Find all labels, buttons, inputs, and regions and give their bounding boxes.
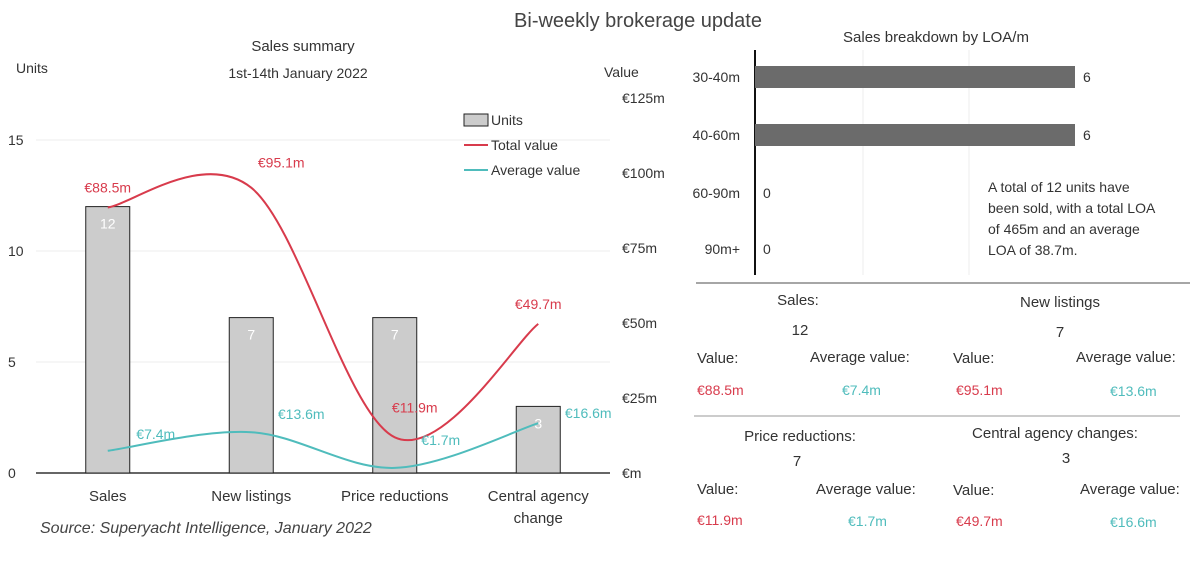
panel-count: 7 — [792, 453, 802, 470]
total-value: €95.1m — [956, 382, 1003, 398]
total-value: €49.7m — [956, 513, 1003, 529]
loa-chart-title: Sales breakdown by LOA/m — [843, 29, 1029, 46]
average-value-line-label: €16.6m — [565, 405, 612, 421]
x-tick-label: change — [514, 510, 563, 527]
legend-label: Total value — [491, 137, 558, 153]
average-value-label: Average value: — [810, 349, 910, 366]
x-tick-label: Central agency — [488, 488, 589, 505]
y-tick-label: 10 — [8, 243, 24, 259]
total-value-line-label: €88.5m — [84, 180, 131, 196]
panel-title: New listings — [1019, 294, 1101, 311]
loa-category-label: 90m+ — [705, 241, 740, 257]
loa-bar-label: 6 — [1083, 127, 1091, 143]
units-bar-label: 7 — [247, 327, 255, 343]
units-bar — [515, 405, 561, 474]
y2-tick-label: €25m — [622, 390, 657, 406]
units-bar-label: 12 — [100, 216, 116, 232]
average-value-line-label: €13.6m — [278, 406, 325, 422]
average-value: €13.6m — [1110, 383, 1157, 399]
loa-bar-label: 0 — [763, 185, 771, 201]
total-value-line-label: €95.1m — [258, 155, 305, 171]
loa-breakdown-chart: Sales breakdown by LOA/m 30-40m 6 40-60m 6 6… — [693, 29, 1091, 275]
panel-count: 3 — [1061, 450, 1071, 467]
total-value: €88.5m — [697, 382, 744, 398]
loa-bar — [755, 124, 1075, 146]
value-label: Value: — [953, 350, 995, 367]
loa-bar-label: 6 — [1083, 69, 1091, 85]
units-bar-label: 7 — [391, 327, 399, 343]
value-label: Value: — [697, 350, 739, 367]
average-value: €16.6m — [1110, 514, 1157, 530]
average-value-label: Average value: — [1076, 349, 1176, 366]
y-tick-label: 0 — [8, 465, 16, 481]
y2-tick-label: €125m — [622, 90, 665, 106]
total-value-line — [107, 173, 539, 442]
legend-swatch-units — [463, 113, 489, 127]
y-axis-label: Units — [16, 60, 48, 76]
y-tick-label: 5 — [8, 354, 16, 370]
value-label: Value: — [697, 481, 739, 498]
loa-bar-label: 0 — [763, 241, 771, 257]
x-tick-label: Price reductions — [341, 488, 449, 505]
average-value-label: Average value: — [1080, 481, 1180, 498]
panel-count: 7 — [1055, 324, 1065, 341]
average-value-line-label: €1.7m — [421, 432, 460, 448]
y2-tick-label: €75m — [622, 240, 657, 256]
legend-label: Units — [491, 112, 523, 128]
legend-label: Average value — [491, 162, 580, 178]
sales-summary-chart: Sales summary 1st-14th January 2022 Unit… — [8, 38, 665, 527]
loa-bar — [755, 66, 1075, 88]
x-tick-label: New listings — [211, 488, 291, 505]
y2-tick-label: €50m — [622, 315, 657, 331]
average-value: €1.7m — [848, 513, 887, 529]
total-value-line-label: €11.9m — [392, 399, 438, 415]
y2-tick-label: €100m — [622, 165, 665, 181]
units-bar-label: 3 — [534, 415, 542, 431]
average-value: €7.4m — [842, 382, 881, 398]
y2-tick-label: €m — [622, 465, 641, 481]
chart-subtitle: 1st-14th January 2022 — [228, 65, 368, 81]
panel-count: 12 — [791, 322, 809, 339]
loa-annotation: A total of 12 units have been sold, with… — [988, 179, 1155, 258]
average-value-line — [107, 422, 539, 469]
y2-axis-label: Value — [604, 64, 639, 80]
value-label: Value: — [953, 482, 995, 499]
panel-title: Central agency changes: — [972, 425, 1138, 442]
loa-category-label: 30-40m — [693, 69, 740, 85]
units-bar — [372, 317, 418, 474]
units-bar — [228, 317, 274, 474]
panel-title: Sales: — [777, 292, 819, 309]
panel-title: Price reductions: — [744, 428, 856, 445]
main-title: Bi-weekly brokerage update — [514, 10, 762, 32]
average-value-label: Average value: — [816, 481, 916, 498]
average-value-line-label: €7.4m — [136, 426, 175, 442]
total-value: €11.9m — [697, 512, 743, 528]
x-tick-label: Sales — [89, 488, 127, 505]
chart-title: Sales summary — [251, 38, 355, 55]
loa-category-label: 60-90m — [693, 185, 740, 201]
units-bar — [85, 206, 131, 474]
panel-dividers — [694, 282, 1190, 417]
y-tick-label: 15 — [8, 132, 24, 148]
total-value-line-label: €49.7m — [515, 296, 562, 312]
source-note: Source: Superyacht Intelligence, January… — [40, 520, 372, 537]
loa-category-label: 40-60m — [693, 127, 740, 143]
legend: Units Total value Average value — [463, 112, 580, 178]
